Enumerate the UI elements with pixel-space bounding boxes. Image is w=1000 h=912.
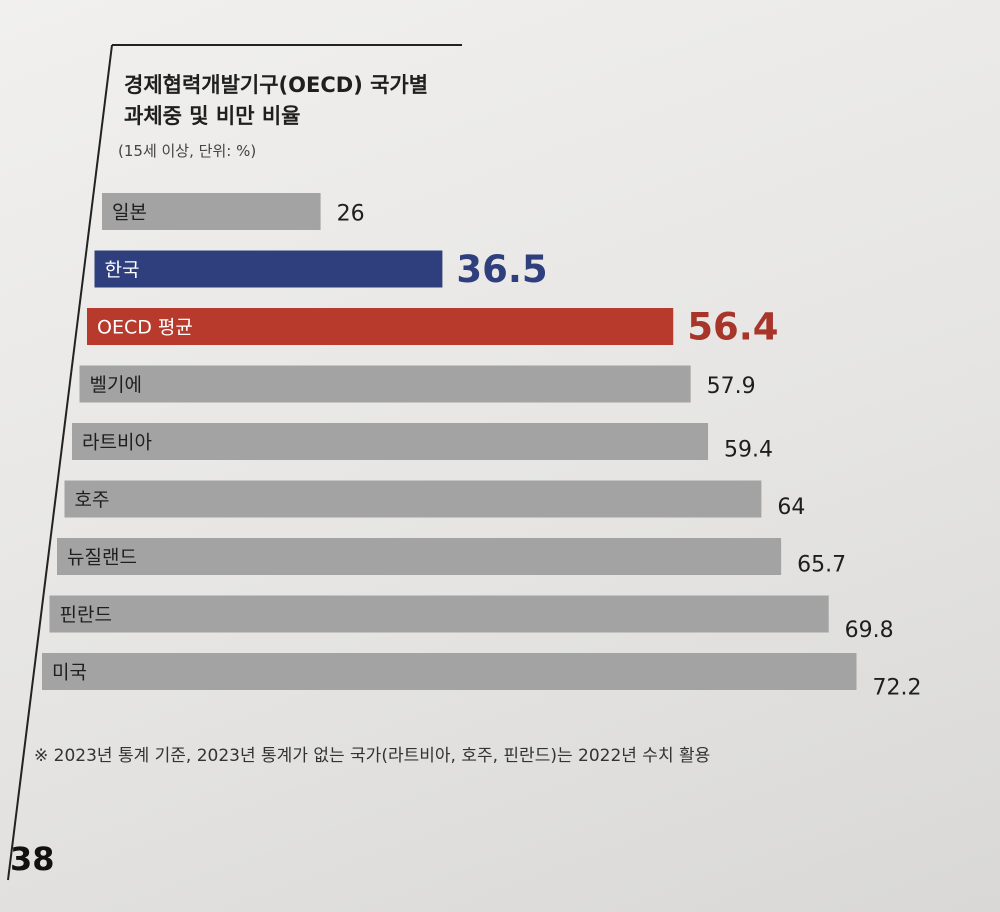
bar-2 <box>87 308 674 345</box>
category-label-4: 라트비아 <box>82 432 152 454</box>
bar-3 <box>79 365 691 403</box>
page-number: 38 <box>10 840 55 878</box>
chart-title-line1: 경제협력개발기구(OECD) 국가별 <box>124 73 429 97</box>
frame-top-rule <box>112 44 462 46</box>
footnote: ※ 2023년 통계 기준, 2023년 통계가 없는 국가(라트비아, 호주,… <box>34 746 711 766</box>
unit-note: (15세 이상, 단위: %) <box>118 142 257 160</box>
bar-7 <box>49 595 829 633</box>
category-label-2: OECD 평균 <box>97 317 193 339</box>
value-label-2: 56.4 <box>687 306 778 349</box>
bar-6 <box>57 538 782 575</box>
bar-5 <box>64 480 762 518</box>
value-label-6: 65.7 <box>797 553 846 578</box>
chart-title: 경제협력개발기구(OECD) 국가별 과체중 및 비만 비율 <box>124 70 428 132</box>
value-label-0: 26 <box>337 202 365 227</box>
bar-1 <box>94 250 443 288</box>
value-label-5: 64 <box>777 495 805 520</box>
value-label-8: 72.2 <box>873 676 922 701</box>
category-label-0: 일본 <box>112 202 147 224</box>
value-label-4: 59.4 <box>724 438 773 463</box>
category-label-6: 뉴질랜드 <box>67 547 137 569</box>
category-label-1: 한국 <box>105 259 140 281</box>
value-label-1: 36.5 <box>456 248 547 291</box>
category-label-8: 미국 <box>52 662 87 684</box>
bar-0 <box>102 193 321 230</box>
value-label-7: 69.8 <box>845 618 894 643</box>
category-label-5: 호주 <box>75 489 110 511</box>
chart-title-line2: 과체중 및 비만 비율 <box>124 104 301 128</box>
value-label-3: 57.9 <box>707 374 756 399</box>
category-label-3: 벨기에 <box>90 374 142 396</box>
bar-8 <box>42 653 857 690</box>
category-label-7: 핀란드 <box>60 604 112 626</box>
bar-4 <box>72 423 709 460</box>
